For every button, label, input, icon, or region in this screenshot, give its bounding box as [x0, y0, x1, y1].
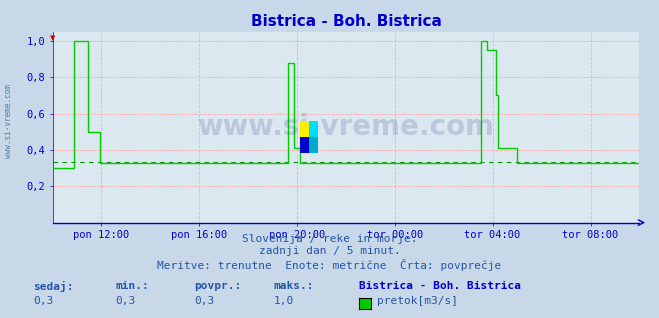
- Text: ▼: ▼: [50, 35, 55, 41]
- Text: maks.:: maks.:: [273, 281, 314, 291]
- Bar: [300, 121, 309, 137]
- Bar: [309, 137, 318, 153]
- Title: Bistrica - Boh. Bistrica: Bistrica - Boh. Bistrica: [250, 14, 442, 29]
- Text: povpr.:: povpr.:: [194, 281, 242, 291]
- Text: sedaj:: sedaj:: [33, 281, 73, 293]
- Text: zadnji dan / 5 minut.: zadnji dan / 5 minut.: [258, 246, 401, 256]
- Text: 0,3: 0,3: [33, 296, 53, 306]
- Bar: [300, 137, 309, 153]
- Text: www.si-vreme.com: www.si-vreme.com: [198, 113, 494, 141]
- Bar: [309, 121, 318, 137]
- Text: Meritve: trenutne  Enote: metrične  Črta: povprečje: Meritve: trenutne Enote: metrične Črta: …: [158, 259, 501, 271]
- Text: pretok[m3/s]: pretok[m3/s]: [377, 296, 458, 306]
- Text: 1,0: 1,0: [273, 296, 294, 306]
- Text: 0,3: 0,3: [115, 296, 136, 306]
- Text: min.:: min.:: [115, 281, 149, 291]
- Text: Slovenija / reke in morje.: Slovenija / reke in morje.: [242, 234, 417, 244]
- Text: 0,3: 0,3: [194, 296, 215, 306]
- Text: www.si-vreme.com: www.si-vreme.com: [4, 84, 13, 158]
- Text: Bistrica - Boh. Bistrica: Bistrica - Boh. Bistrica: [359, 281, 521, 291]
